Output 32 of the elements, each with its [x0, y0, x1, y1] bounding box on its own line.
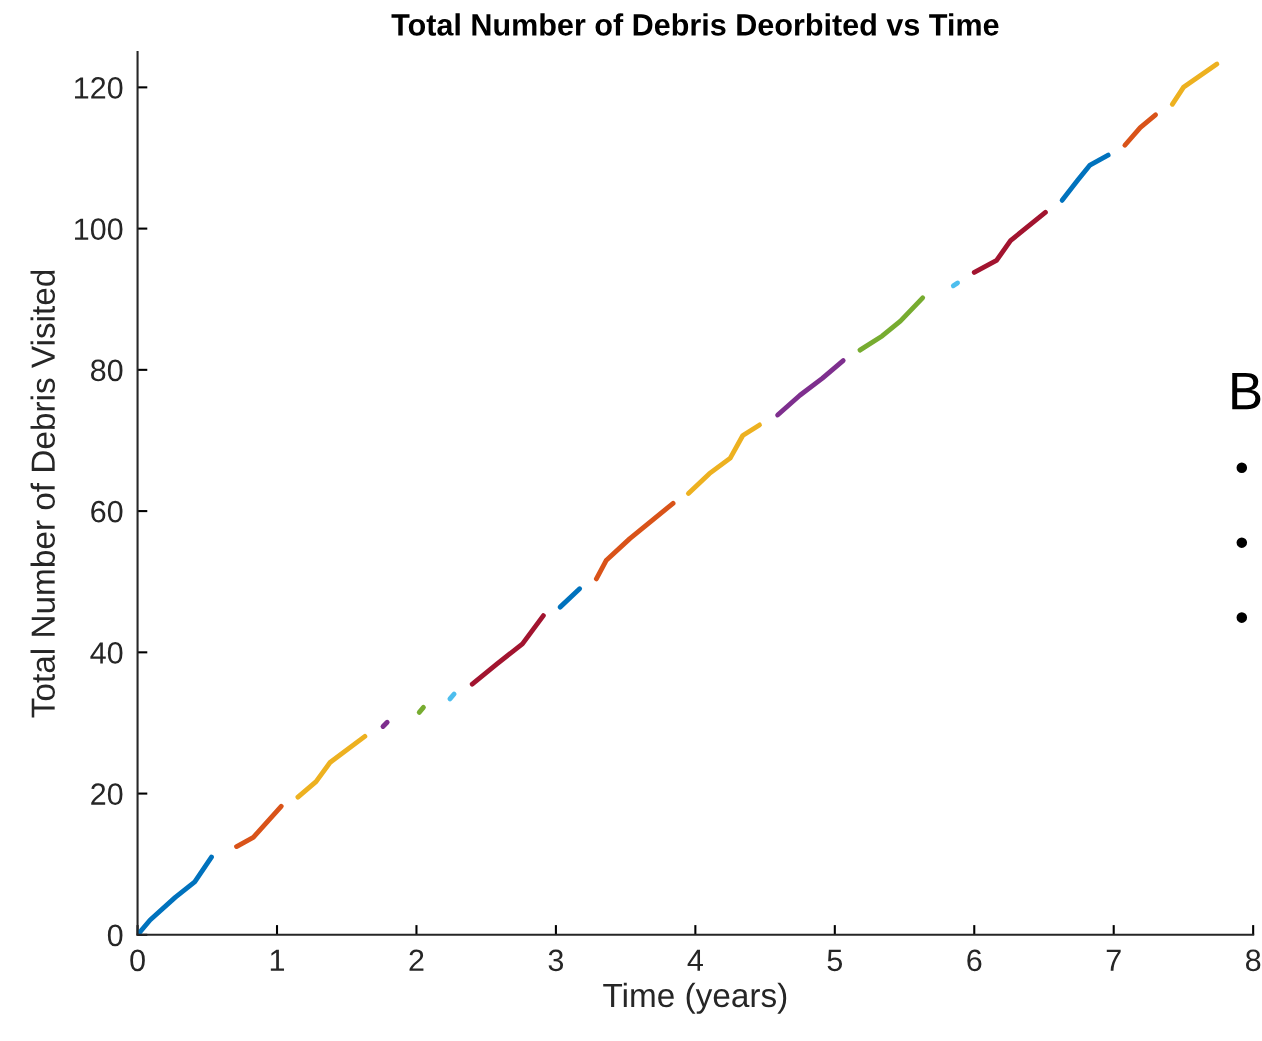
- line-series: [685, 422, 762, 496]
- x-tick-label: 4: [687, 949, 703, 971]
- x-tick-label: 8: [1246, 949, 1261, 972]
- line-series: [1059, 152, 1111, 203]
- x-tick-label: 2: [409, 949, 424, 971]
- chart-title: Total Number of Debris Deorbited vs Time: [391, 13, 999, 36]
- line-series: [469, 613, 546, 687]
- line-series: [857, 295, 926, 353]
- x-tick-label: 3: [548, 949, 564, 972]
- y-axis-title: Total Number of Debris Visited: [30, 270, 55, 718]
- y-tick-label: 80: [91, 359, 123, 382]
- x-tick-label: 7: [1106, 949, 1121, 971]
- y-tick-label: 100: [75, 218, 123, 240]
- line-series: [593, 500, 676, 582]
- y-tick-label: 0: [107, 924, 123, 947]
- line-series: [971, 209, 1048, 275]
- annotation: •: [1236, 612, 1248, 623]
- x-tick-label: 1: [270, 949, 285, 971]
- y-tick-label: 120: [75, 77, 123, 99]
- line-series: [137, 854, 214, 935]
- x-tick-label: 5: [827, 949, 843, 972]
- x-tick-label: 6: [967, 949, 982, 972]
- x-axis-title: Time (years): [603, 982, 787, 1014]
- annotation: •: [1236, 537, 1248, 548]
- annotation: •: [1236, 462, 1248, 473]
- x-tick-label: 0: [130, 949, 145, 972]
- y-tick-label: 40: [90, 642, 123, 664]
- line-series: [775, 358, 846, 418]
- line-series: [295, 733, 368, 800]
- y-tick-label: 20: [91, 783, 123, 805]
- y-tick-label: 60: [91, 500, 123, 523]
- annotation: B: [1232, 372, 1261, 410]
